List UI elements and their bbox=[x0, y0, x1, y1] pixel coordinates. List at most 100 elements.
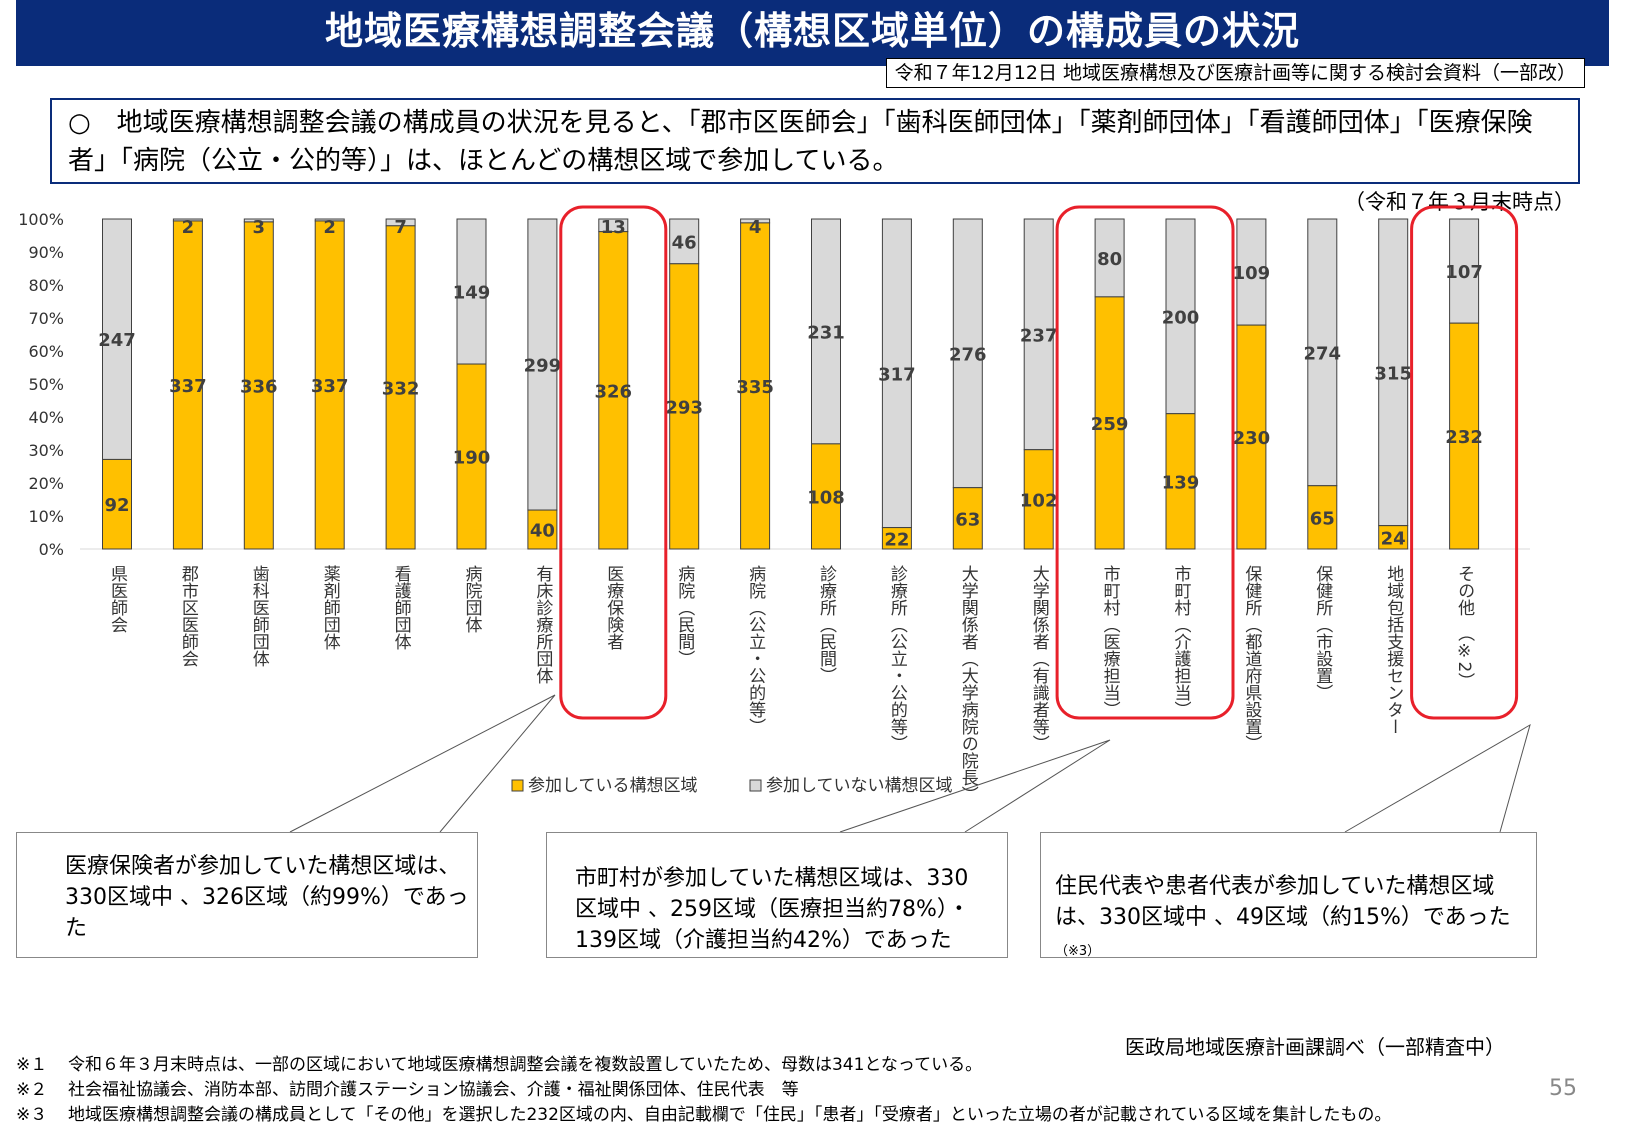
data-label-participating: 335 bbox=[736, 377, 774, 398]
category-label: 診療所（民間） bbox=[816, 565, 837, 684]
bar-participating bbox=[740, 222, 771, 550]
category-label: 保健所（市設置） bbox=[1312, 565, 1333, 701]
bar-participating bbox=[1378, 525, 1409, 550]
data-label-not-participating: 237 bbox=[1020, 325, 1058, 346]
category-label: 歯科医師団体 bbox=[249, 565, 270, 667]
data-label-participating: 232 bbox=[1445, 427, 1483, 448]
bar-participating bbox=[243, 221, 274, 550]
data-label-participating: 22 bbox=[884, 529, 909, 550]
category-label: 大学関係者（大学病院の院長） bbox=[958, 565, 979, 803]
data-label-participating: 63 bbox=[955, 509, 980, 530]
summary-box: ○ 地域医療構想調整会議の構成員の状況を見ると、「郡市区医師会」「歯科医師団体」… bbox=[50, 98, 1580, 184]
bar-not-participating bbox=[811, 218, 841, 445]
bar-participating bbox=[811, 443, 841, 550]
bar-not-participating bbox=[1094, 218, 1125, 298]
callout-municipality: 市町村が参加していた構想区域は、330区域中 、259区域（医療担当約78%）・… bbox=[546, 832, 1008, 958]
bar-not-participating bbox=[102, 218, 132, 460]
survey-source: 医政局地域医療計画課調べ（一部精査中） bbox=[1125, 1035, 1505, 1059]
category-label: その他 （※2） bbox=[1454, 565, 1475, 689]
data-label-not-participating: 80 bbox=[1097, 249, 1122, 270]
y-tick-label: 50% bbox=[28, 375, 64, 394]
data-label-not-participating: 200 bbox=[1162, 307, 1200, 328]
callout-insurer-text: 医療保険者が参加していた構想区域は、330区域中 、326区域（約99%）であっ… bbox=[65, 854, 469, 941]
data-label-participating: 259 bbox=[1091, 414, 1129, 435]
footnote-1-mark: ※１ bbox=[16, 1055, 48, 1075]
data-label-not-participating: 7 bbox=[394, 217, 407, 238]
footnote-2-mark: ※２ bbox=[16, 1080, 48, 1100]
data-label-participating: 337 bbox=[311, 376, 349, 397]
data-label-participating: 24 bbox=[1381, 528, 1406, 549]
data-label-participating: 230 bbox=[1233, 428, 1271, 449]
footnote-2: ※２ 社会福祉協議会、消防本部、訪問介護ステーション協議会、介護・福祉関係団体、住… bbox=[16, 1078, 1391, 1103]
footnotes: ※１ 令和６年３月末時点は、一部の区域において地域医療構想調整会議を複数設置してい… bbox=[16, 1053, 1391, 1128]
bar-not-participating bbox=[1449, 218, 1480, 324]
data-label-not-participating: 2 bbox=[323, 217, 336, 238]
category-label: 県医師会 bbox=[107, 565, 128, 633]
as-of-date: （令和７年３月末時点） bbox=[1344, 190, 1575, 214]
category-label: 薬剤師団体 bbox=[320, 565, 341, 650]
footnote-3-text: 地域医療構想調整会議の構成員として「その他」を選択した232区域の内、自由記載欄… bbox=[68, 1105, 1392, 1125]
bar-not-participating bbox=[1165, 218, 1196, 415]
callout-other-note: （※3） bbox=[1055, 944, 1101, 959]
legend-swatch-participating bbox=[511, 779, 524, 792]
bar-participating bbox=[881, 527, 912, 550]
category-label: 医療保険者 bbox=[603, 565, 624, 650]
data-label-participating: 293 bbox=[665, 397, 703, 418]
bar-participating bbox=[952, 487, 983, 550]
bar-participating bbox=[598, 231, 629, 550]
data-label-participating: 92 bbox=[104, 495, 129, 516]
data-label-participating: 190 bbox=[453, 448, 491, 469]
bar-participating bbox=[314, 220, 345, 550]
category-label: 病院（公立・公的等） bbox=[745, 565, 766, 735]
highlight-box bbox=[1410, 205, 1519, 720]
data-label-participating: 102 bbox=[1020, 490, 1058, 511]
bar-participating bbox=[527, 509, 558, 550]
category-label: 郡市区医師会 bbox=[178, 565, 199, 667]
page-number: 55 bbox=[1549, 1076, 1577, 1101]
data-label-not-participating: 315 bbox=[1374, 363, 1412, 384]
callout-pointer-insurer bbox=[289, 694, 556, 833]
category-label: 看護師団体 bbox=[391, 565, 412, 650]
bar-participating bbox=[102, 458, 132, 550]
data-label-not-participating: 299 bbox=[524, 356, 562, 377]
footnote-1: ※１ 令和６年３月末時点は、一部の区域において地域医療構想調整会議を複数設置してい… bbox=[16, 1053, 1391, 1078]
category-label: 地域包括支援センター bbox=[1383, 565, 1404, 735]
data-label-not-participating: 3 bbox=[253, 217, 266, 238]
y-tick-label: 80% bbox=[28, 276, 64, 295]
y-tick-label: 30% bbox=[28, 441, 64, 460]
bar-not-participating bbox=[952, 218, 983, 489]
data-label-not-participating: 107 bbox=[1445, 262, 1483, 283]
data-label-not-participating: 231 bbox=[807, 322, 845, 343]
bar-participating bbox=[669, 263, 700, 550]
y-tick-label: 70% bbox=[28, 309, 64, 328]
category-label: 市町村（医療担当） bbox=[1100, 565, 1121, 718]
bar-not-participating bbox=[669, 218, 700, 265]
category-label: 市町村（介護担当） bbox=[1171, 565, 1192, 718]
stacked-bar-chart: 0%10%20%30%40%50%60%70%80%90%100%92247県医… bbox=[18, 205, 1531, 833]
data-label-not-participating: 4 bbox=[749, 217, 762, 238]
legend-label-participating: 参加している構想区域 bbox=[528, 776, 698, 796]
callout-pointer-municipality bbox=[839, 739, 1111, 833]
bar-participating bbox=[1023, 449, 1054, 550]
category-label: 保健所（都道府県設置） bbox=[1241, 565, 1262, 752]
highlight-box bbox=[1055, 205, 1235, 720]
bar-not-participating bbox=[1236, 218, 1267, 326]
data-label-not-participating: 276 bbox=[949, 344, 987, 365]
category-label: 有床診療所団体 bbox=[532, 565, 553, 684]
data-label-participating: 40 bbox=[530, 521, 555, 542]
data-label-not-participating: 109 bbox=[1233, 263, 1271, 284]
bar-participating bbox=[1094, 296, 1125, 550]
footnote-2-text: 社会福祉協議会、消防本部、訪問介護ステーション協議会、介護・福祉関係団体、住民代… bbox=[68, 1080, 799, 1100]
y-tick-label: 10% bbox=[28, 507, 64, 526]
data-label-not-participating: 13 bbox=[601, 217, 626, 238]
category-label: 診療所（公立・公的等） bbox=[887, 565, 908, 752]
y-tick-label: 20% bbox=[28, 474, 64, 493]
y-tick-label: 100% bbox=[18, 210, 64, 229]
callout-pointer-other bbox=[1344, 723, 1531, 833]
summary-text: ○ 地域医療構想調整会議の構成員の状況を見ると、「郡市区医師会」「歯科医師団体」… bbox=[68, 108, 1533, 176]
legend-label-not-participating: 参加していない構想区域 bbox=[766, 776, 953, 796]
data-label-participating: 326 bbox=[595, 381, 633, 402]
bar-participating bbox=[1165, 413, 1196, 550]
footnote-1-text: 令和６年３月末時点は、一部の区域において地域医療構想調整会議を複数設置していたた… bbox=[68, 1055, 983, 1075]
data-label-not-participating: 247 bbox=[98, 330, 136, 351]
